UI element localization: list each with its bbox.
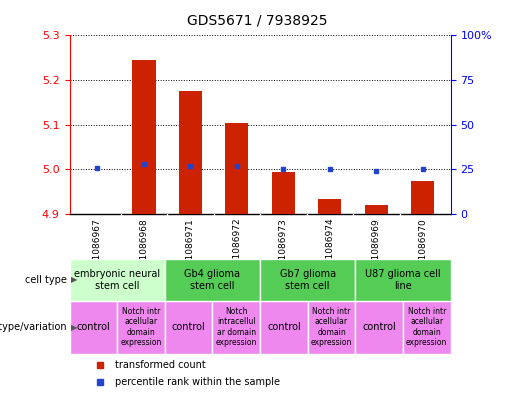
Bar bbox=[260, 259, 355, 301]
Bar bbox=[179, 91, 202, 214]
Bar bbox=[403, 301, 451, 354]
Text: control: control bbox=[362, 322, 396, 332]
Text: GSM1086967: GSM1086967 bbox=[93, 218, 102, 279]
Bar bbox=[411, 181, 434, 214]
Text: GSM1086974: GSM1086974 bbox=[325, 218, 334, 278]
Text: Gb4 glioma
stem cell: Gb4 glioma stem cell bbox=[184, 269, 241, 291]
Bar bbox=[225, 123, 248, 214]
Text: embryonic neural
stem cell: embryonic neural stem cell bbox=[74, 269, 160, 291]
Text: control: control bbox=[171, 322, 205, 332]
Text: GSM1086973: GSM1086973 bbox=[279, 218, 288, 279]
Bar bbox=[213, 301, 260, 354]
Bar bbox=[355, 301, 403, 354]
Text: GSM1086971: GSM1086971 bbox=[186, 218, 195, 279]
Text: Notch intr
acellular
domain
expression: Notch intr acellular domain expression bbox=[311, 307, 352, 347]
Bar bbox=[260, 301, 308, 354]
Text: Gb7 glioma
stem cell: Gb7 glioma stem cell bbox=[280, 269, 336, 291]
Text: ▶: ▶ bbox=[71, 275, 77, 285]
Bar bbox=[307, 301, 355, 354]
Bar bbox=[165, 301, 212, 354]
Bar bbox=[70, 301, 117, 354]
Text: cell type: cell type bbox=[25, 275, 67, 285]
Bar bbox=[272, 172, 295, 214]
Text: U87 glioma cell
line: U87 glioma cell line bbox=[365, 269, 441, 291]
Text: genotype/variation: genotype/variation bbox=[0, 322, 67, 332]
Bar bbox=[132, 60, 156, 214]
Bar bbox=[365, 205, 388, 214]
Bar bbox=[355, 259, 451, 301]
Text: ▶: ▶ bbox=[71, 323, 77, 332]
Bar bbox=[318, 198, 341, 214]
Text: Notch intr
acellular
domain
expression: Notch intr acellular domain expression bbox=[121, 307, 162, 347]
Text: percentile rank within the sample: percentile rank within the sample bbox=[115, 377, 280, 387]
Bar bbox=[70, 259, 165, 301]
Text: Notch
intracellul
ar domain
expression: Notch intracellul ar domain expression bbox=[216, 307, 257, 347]
Text: GSM1086968: GSM1086968 bbox=[140, 218, 148, 279]
Text: GSM1086972: GSM1086972 bbox=[232, 218, 242, 278]
Text: GDS5671 / 7938925: GDS5671 / 7938925 bbox=[187, 14, 328, 28]
Text: GSM1086970: GSM1086970 bbox=[418, 218, 427, 279]
Bar bbox=[165, 259, 260, 301]
Text: Notch intr
acellular
domain
expression: Notch intr acellular domain expression bbox=[406, 307, 448, 347]
Text: transformed count: transformed count bbox=[115, 360, 206, 370]
Bar bbox=[117, 301, 165, 354]
Text: control: control bbox=[267, 322, 301, 332]
Text: GSM1086969: GSM1086969 bbox=[372, 218, 381, 279]
Text: control: control bbox=[76, 322, 110, 332]
